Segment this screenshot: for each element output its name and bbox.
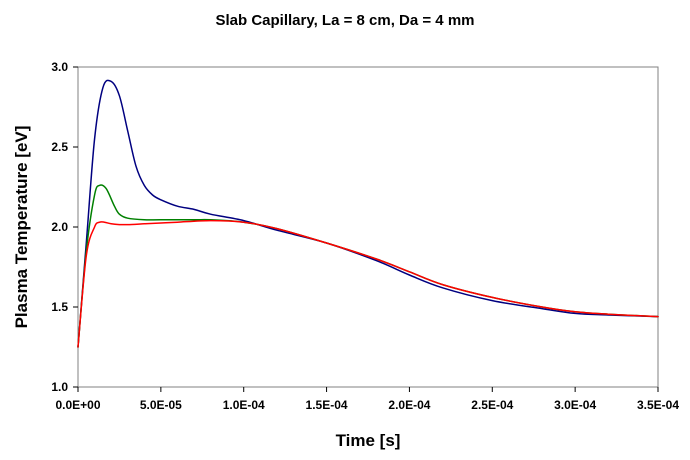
x-tick-label: 1.5E-04 (306, 398, 348, 412)
y-tick-label: 1.5 (51, 300, 68, 314)
x-tick-label: 2.5E-04 (471, 398, 513, 412)
series-line-3 (77, 219, 659, 348)
y-tick-label: 2.0 (51, 220, 68, 234)
y-tick-label: 3.0 (51, 60, 68, 74)
x-axis-label: Time [s] (336, 431, 401, 450)
y-tick-label: 2.5 (51, 140, 68, 154)
plot-area (77, 66, 659, 388)
y-tick-label: 1.0 (51, 380, 68, 394)
series-group (77, 79, 659, 348)
x-tick-label: 0.0E+00 (55, 398, 100, 412)
x-tick-label: 1.0E-04 (223, 398, 265, 412)
x-tick-label: 5.0E-05 (140, 398, 182, 412)
chart-title: Slab Capillary, La = 8 cm, Da = 4 mm (215, 12, 474, 29)
x-tick-label: 3.0E-04 (554, 398, 596, 412)
x-axis: 0.0E+00 5.0E-05 1.0E-04 1.5E-04 2.0E-04 2.5E-… (55, 387, 679, 412)
y-axis-label: Plasma Temperature [eV] (12, 126, 31, 329)
series-line-1 (77, 79, 659, 348)
y-axis: 1.0 1.5 2.0 2.5 3.0 (51, 60, 78, 394)
x-tick-label: 2.0E-04 (388, 398, 430, 412)
x-tick-label: 3.5E-04 (637, 398, 679, 412)
